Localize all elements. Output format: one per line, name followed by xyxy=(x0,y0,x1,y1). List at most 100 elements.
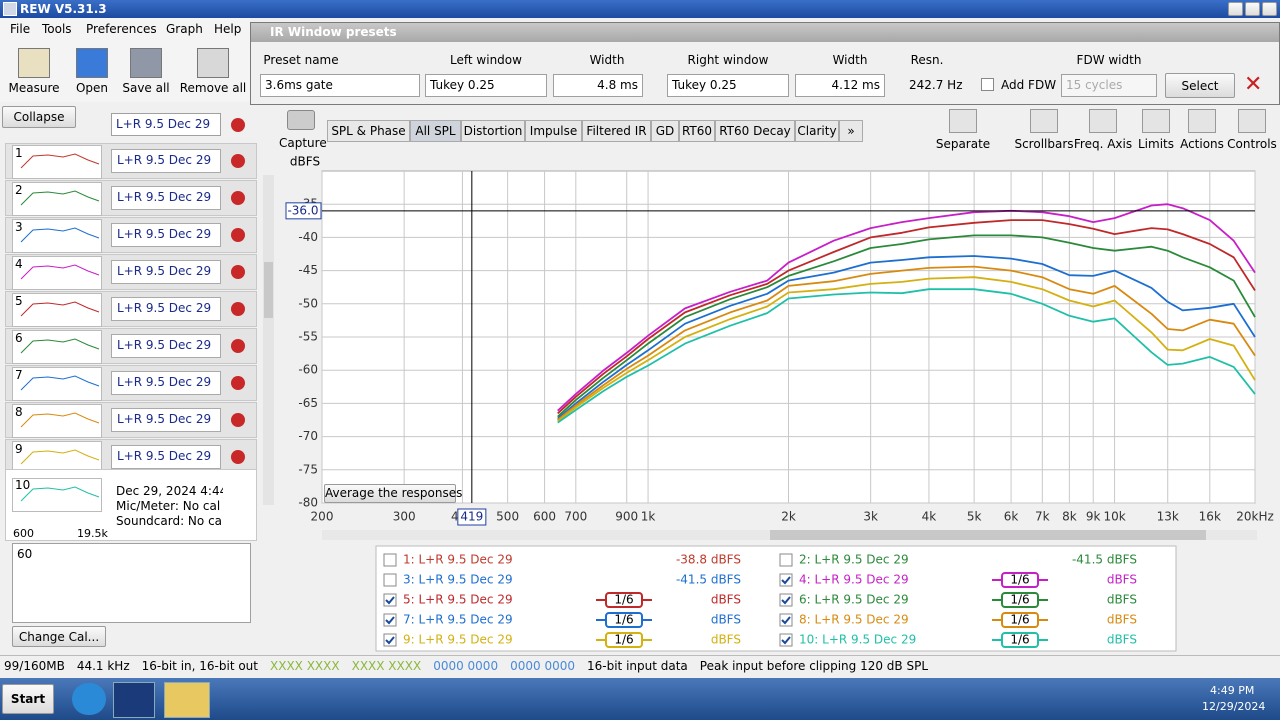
y-tick-label: -50 xyxy=(298,296,318,310)
thumbnail-trace xyxy=(20,264,100,280)
menu-item[interactable]: File xyxy=(10,22,31,36)
toolbar-icon[interactable] xyxy=(76,48,108,78)
measurement-name[interactable]: L+R 9.5 Dec 29 xyxy=(111,445,221,469)
toolbar-label[interactable]: Remove all xyxy=(179,81,247,95)
legend-checkbox[interactable] xyxy=(383,573,397,587)
measurement-name[interactable]: L+R 9.5 Dec 29 xyxy=(111,334,221,358)
right-window-select[interactable]: Tukey 0.25 xyxy=(667,74,789,97)
rew-task[interactable] xyxy=(113,682,155,718)
tool-icon[interactable] xyxy=(1142,109,1170,133)
preset-name-field[interactable]: 3.6ms gate xyxy=(260,74,420,97)
graph-tab[interactable]: Distortion xyxy=(461,120,525,142)
fdw-field[interactable]: 15 cycles xyxy=(1061,74,1157,97)
left-width-field[interactable]: 4.8 ms xyxy=(553,74,643,97)
legend-check xyxy=(781,636,791,645)
legend-checkbox[interactable] xyxy=(779,633,793,647)
remove-measurement[interactable] xyxy=(231,413,245,427)
left-window-select[interactable]: Tukey 0.25 xyxy=(425,74,547,97)
legend-checkbox[interactable] xyxy=(779,573,793,587)
explorer-task[interactable] xyxy=(164,682,210,718)
remove-measurement[interactable] xyxy=(231,376,245,390)
change-cal-button[interactable]: Change Cal... xyxy=(12,626,106,647)
tool-label[interactable]: Limits xyxy=(1138,137,1174,151)
remove-measurement[interactable] xyxy=(231,450,245,464)
graph-tab[interactable]: All SPL xyxy=(410,120,461,142)
graph-tab[interactable]: RT60 Decay xyxy=(715,120,795,142)
tool-icon[interactable] xyxy=(1030,109,1058,133)
graph-tab[interactable]: Clarity xyxy=(795,120,839,142)
legend-checkbox[interactable] xyxy=(779,553,793,567)
legend-checkbox[interactable] xyxy=(779,613,793,627)
remove-measurement[interactable] xyxy=(231,118,245,132)
legend-checkbox[interactable] xyxy=(383,553,397,567)
resn-value: 242.7 Hz xyxy=(909,78,963,92)
x-scroll-thumb[interactable] xyxy=(770,530,1206,540)
tool-label[interactable]: Freq. Axis xyxy=(1073,137,1133,151)
tool-icon[interactable] xyxy=(949,109,977,133)
remove-measurement[interactable] xyxy=(231,191,245,205)
measurement-name[interactable]: L+R 9.5 Dec 29 xyxy=(111,186,221,210)
tool-label[interactable]: Scrollbars xyxy=(1014,137,1074,151)
right-width-field[interactable]: 4.12 ms xyxy=(795,74,885,97)
collapse-button[interactable]: Collapse xyxy=(2,106,76,128)
toolbar-label[interactable]: Open xyxy=(75,81,109,95)
menu-item[interactable]: Graph xyxy=(166,22,203,36)
toolbar-icon[interactable] xyxy=(130,48,162,78)
list-scrollbar[interactable] xyxy=(263,175,274,505)
ie-icon[interactable] xyxy=(72,683,106,715)
legend-label: 3: L+R 9.5 Dec 29 xyxy=(403,573,513,587)
measurement-name[interactable]: L+R 9.5 Dec 29 xyxy=(111,223,221,247)
menu-item[interactable]: Preferences xyxy=(86,22,157,36)
minimize-button[interactable] xyxy=(1228,2,1243,16)
tool-label[interactable]: Separate xyxy=(935,137,991,151)
graph-tab[interactable]: GD xyxy=(651,120,679,142)
remove-measurement[interactable] xyxy=(231,339,245,353)
list-scroll-thumb[interactable] xyxy=(264,262,273,318)
status-item: 16-bit input data xyxy=(587,659,688,673)
toolbar-icon[interactable] xyxy=(197,48,229,78)
legend-checkbox[interactable] xyxy=(383,613,397,627)
restore-button[interactable] xyxy=(1245,2,1260,16)
close-button[interactable] xyxy=(1262,2,1277,16)
tool-icon[interactable] xyxy=(1089,109,1117,133)
x-tick-label: 7k xyxy=(1035,510,1050,524)
remove-measurement[interactable] xyxy=(231,265,245,279)
graph-tab[interactable]: Filtered IR xyxy=(582,120,651,142)
toolbar-label[interactable]: Save all xyxy=(122,81,170,95)
tool-icon[interactable] xyxy=(1238,109,1266,133)
remove-measurement[interactable] xyxy=(231,154,245,168)
graph-tab[interactable]: RT60 xyxy=(679,120,715,142)
add-fdw-checkbox[interactable] xyxy=(981,78,994,91)
legend-checkbox[interactable] xyxy=(383,593,397,607)
graph-tab[interactable]: SPL & Phase xyxy=(327,120,410,142)
menu-item[interactable]: Tools xyxy=(42,22,72,36)
notes-box[interactable]: 60 xyxy=(12,543,251,623)
measurement-name[interactable]: L+R 9.5 Dec 29 xyxy=(111,371,221,395)
legend-checkbox[interactable] xyxy=(383,633,397,647)
measurement-name[interactable]: L+R 9.5 Dec 29 xyxy=(111,149,221,173)
close-presets[interactable]: ✕ xyxy=(1244,72,1263,97)
capture-icon[interactable] xyxy=(287,110,315,130)
measurement-name[interactable]: L+R 9.5 Dec 29 xyxy=(111,260,221,284)
top-item-name[interactable]: L+R 9.5 Dec 29 xyxy=(111,113,221,136)
average-button[interactable]: Average the responses xyxy=(324,484,462,503)
graph-tab[interactable]: Impulse xyxy=(525,120,582,142)
tool-label[interactable]: Actions xyxy=(1180,137,1224,151)
legend-checkbox[interactable] xyxy=(779,593,793,607)
start-button[interactable]: Start xyxy=(2,684,54,714)
measurement-name[interactable]: L+R 9.5 Dec 29 xyxy=(111,297,221,321)
remove-measurement[interactable] xyxy=(231,228,245,242)
range-high: 19.5k xyxy=(77,527,108,540)
remove-measurement[interactable] xyxy=(231,302,245,316)
measurement-name[interactable]: L+R 9.5 Dec 29 xyxy=(111,408,221,432)
tool-icon[interactable] xyxy=(1188,109,1216,133)
cursor-y-label: -36.0 xyxy=(287,203,318,217)
graph-tab[interactable]: » xyxy=(839,120,863,142)
tool-label[interactable]: Controls xyxy=(1227,137,1277,151)
toolbar-icon[interactable] xyxy=(18,48,50,78)
select-button[interactable]: Select xyxy=(1165,73,1235,98)
toolbar-label[interactable]: Measure xyxy=(8,81,60,95)
measurement-number: 4 xyxy=(15,257,23,271)
menu-item[interactable]: Help xyxy=(214,22,242,36)
